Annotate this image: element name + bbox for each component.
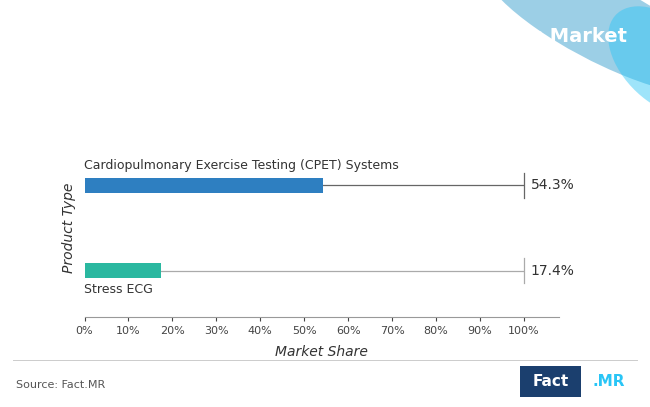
- Text: Stress ECG: Stress ECG: [84, 283, 153, 296]
- FancyBboxPatch shape: [520, 366, 581, 397]
- Text: Cardiopulmonary Exercise Testing (CPET) Systems: Cardiopulmonary Exercise Testing (CPET) …: [84, 160, 399, 173]
- Text: Fact: Fact: [532, 374, 569, 389]
- Text: 54.3%: 54.3%: [530, 178, 574, 192]
- Text: 17.4%: 17.4%: [530, 264, 575, 278]
- Text: by Product Type, 2020-2025: by Product Type, 2020-2025: [112, 83, 419, 102]
- Text: .MR: .MR: [593, 374, 625, 389]
- Text: Share Forecast,: Share Forecast,: [16, 83, 196, 102]
- Bar: [84, 177, 323, 193]
- Ellipse shape: [482, 0, 650, 95]
- Bar: [84, 263, 161, 278]
- Text: Source: Fact.MR: Source: Fact.MR: [16, 380, 105, 389]
- Ellipse shape: [608, 6, 650, 116]
- X-axis label: Market Share: Market Share: [276, 345, 368, 359]
- Y-axis label: Product Type: Product Type: [62, 183, 76, 273]
- Text: Global Cardiopulmonary Stress Testing Systems Market: Global Cardiopulmonary Stress Testing Sy…: [16, 27, 627, 46]
